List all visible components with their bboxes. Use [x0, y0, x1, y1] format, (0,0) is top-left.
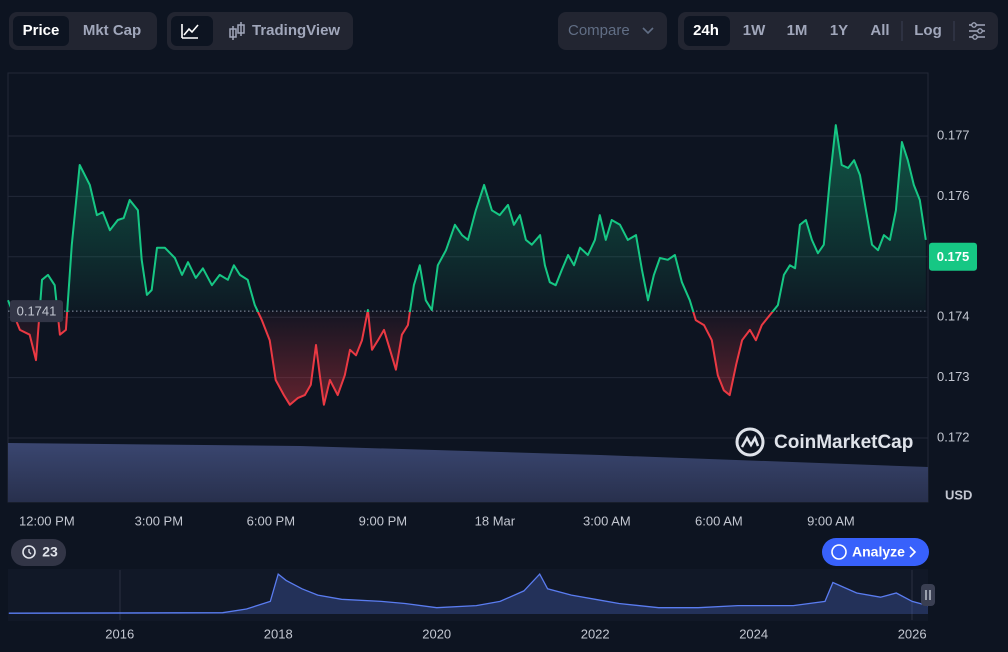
tab-active [13, 16, 69, 46]
x-tick-label: 3:00 AM [583, 513, 631, 528]
price-line [7, 124, 927, 406]
price-area [8, 125, 926, 405]
logo-icon [735, 427, 765, 457]
y-tick-label: 0.172 [937, 429, 970, 444]
x-tick-label: 9:00 PM [359, 513, 407, 528]
x-tick-label: 2018 [264, 626, 293, 641]
history-icon [22, 545, 36, 559]
x-tick-label: 2026 [898, 626, 927, 641]
baseline-tag [10, 300, 63, 323]
x-tick-label: 2022 [581, 626, 610, 641]
navigator-handle[interactable] [921, 584, 935, 606]
analyze-label: Analyze [852, 544, 905, 560]
watermark: CoinMarketCap [735, 427, 913, 457]
analyze-icon [831, 544, 847, 560]
watermark-text: CoinMarketCap [774, 432, 913, 453]
range-button[interactable]: 1W [743, 22, 766, 39]
x-tick-label: 9:00 AM [807, 513, 855, 528]
history-hand [28, 549, 32, 555]
x-tick-label: 3:00 PM [135, 513, 183, 528]
x-tick-label: 18 Mar [475, 513, 516, 528]
analyze-button[interactable] [822, 538, 929, 566]
main-chart: 0.172 0.173 0.174 0.175 0.176 0.177 12:00 PM 3:… [7, 124, 977, 528]
range-button[interactable]: 1M [787, 22, 808, 39]
unit-label: USD [945, 487, 972, 502]
tab[interactable]: Mkt Cap [83, 22, 141, 39]
chevron [909, 546, 917, 558]
x-tick-label: 2024 [739, 626, 768, 641]
current-price-tag [929, 242, 977, 271]
baseline-label: 0.1741 [17, 304, 57, 319]
tradingview-button[interactable]: TradingView [252, 22, 340, 39]
range-button[interactable]: 24h [693, 22, 719, 39]
compare-label: Compare [568, 22, 630, 39]
range-active [684, 16, 730, 46]
handle-grip [925, 590, 931, 600]
range-button[interactable]: 1Y [830, 22, 848, 39]
y-tick-label: 0.174 [937, 309, 970, 324]
tab[interactable]: Price [23, 22, 60, 39]
navigator: 2016 2018 2020 2022 2024 2026 [8, 572, 929, 641]
x-tick-label: 2020 [422, 626, 451, 641]
current-price-label: 0.175 [937, 249, 970, 264]
settings-knob [972, 34, 978, 40]
candle-icon [229, 22, 245, 40]
compare-button[interactable] [558, 12, 667, 50]
logo-mark [740, 435, 760, 448]
range-group [678, 12, 998, 50]
volume-area [8, 443, 928, 502]
settings-knob [977, 28, 983, 34]
y-tick-label: 0.173 [937, 369, 970, 384]
y-tick-label: 0.176 [937, 188, 970, 203]
range-button[interactable]: All [870, 22, 889, 39]
x-tick-label: 2016 [105, 626, 134, 641]
log-button[interactable]: Log [914, 22, 942, 39]
tool-group [167, 12, 353, 50]
alerts-count: 23 [42, 544, 58, 560]
x-tick-label: 6:00 PM [247, 513, 295, 528]
x-tick-label: 6:00 AM [695, 513, 743, 528]
y-tick-label: 0.177 [937, 127, 970, 142]
settings-knob [971, 22, 977, 28]
alerts-badge[interactable] [11, 539, 66, 566]
navigator-line [8, 572, 929, 614]
line-icon [181, 24, 199, 39]
x-tick-label: 12:00 PM [19, 513, 75, 528]
chevron [642, 27, 654, 35]
